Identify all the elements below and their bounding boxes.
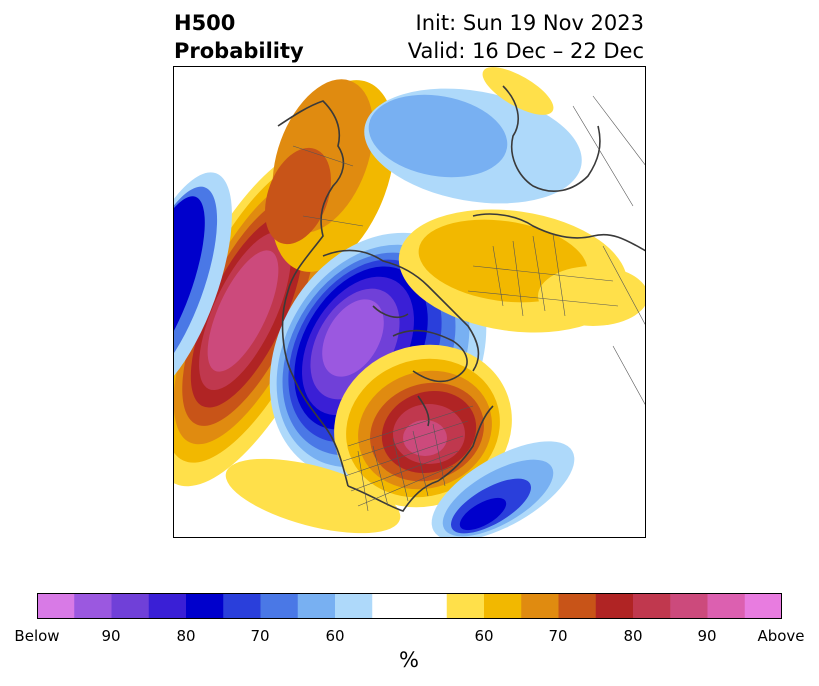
tick-label: 70 <box>250 627 270 645</box>
colorbar-swatch <box>670 593 708 619</box>
map-frame <box>173 66 646 538</box>
anomaly-below-siberia <box>364 88 582 204</box>
tick-label: 60 <box>474 627 494 645</box>
anomaly-below-west-edge <box>173 172 232 400</box>
tick-label: 80 <box>623 627 643 645</box>
title-line1: H500 <box>174 11 236 35</box>
anomaly-above-eurasia <box>398 67 646 333</box>
tick-label: 90 <box>697 627 717 645</box>
colorbar-swatch <box>186 593 224 619</box>
tick-label: 60 <box>325 627 345 645</box>
anomaly-below-atlantic-south <box>431 441 575 538</box>
forecast-dates: Init: Sun 19 Nov 2023 Valid: 16 Dec – 22… <box>408 9 644 65</box>
colorbar-swatch <box>111 593 150 619</box>
colorbar-swatch <box>260 593 299 619</box>
colorbar <box>37 593 782 619</box>
tick-label: Above <box>757 627 805 645</box>
colorbar-swatch <box>595 593 634 619</box>
title-line2: Probability <box>174 39 304 63</box>
coastlines <box>277 85 646 512</box>
anomaly-above-south <box>225 458 401 534</box>
valid-period: Valid: 16 Dec – 22 Dec <box>407 39 644 63</box>
colorbar-swatch <box>484 593 522 619</box>
colorbar-swatch <box>446 593 485 619</box>
tick-label: 80 <box>176 627 196 645</box>
tick-label: 70 <box>548 627 568 645</box>
colorbar-swatch <box>744 593 782 619</box>
state-borders <box>292 95 646 512</box>
colorbar-swatch <box>335 593 373 619</box>
colorbar-swatch <box>409 593 448 619</box>
colorbar-swatch <box>148 593 187 619</box>
colorbar-swatch <box>707 593 746 619</box>
colorbar-swatch <box>297 593 336 619</box>
map-title: H500 Probability <box>174 9 304 65</box>
colorbar-swatch <box>521 593 559 619</box>
tick-label: Below <box>14 627 60 645</box>
colorbar-swatch <box>37 593 75 619</box>
init-date: Init: Sun 19 Nov 2023 <box>415 11 644 35</box>
tick-label: 90 <box>101 627 121 645</box>
colorbar-swatch <box>74 593 112 619</box>
colorbar-swatch <box>558 593 597 619</box>
colorbar-swatch <box>223 593 261 619</box>
colorbar-swatch <box>372 593 410 619</box>
probability-map <box>173 66 646 538</box>
colorbar-swatch <box>633 593 671 619</box>
colorbar-frame <box>37 593 782 619</box>
colorbar-unit: % <box>399 648 419 672</box>
